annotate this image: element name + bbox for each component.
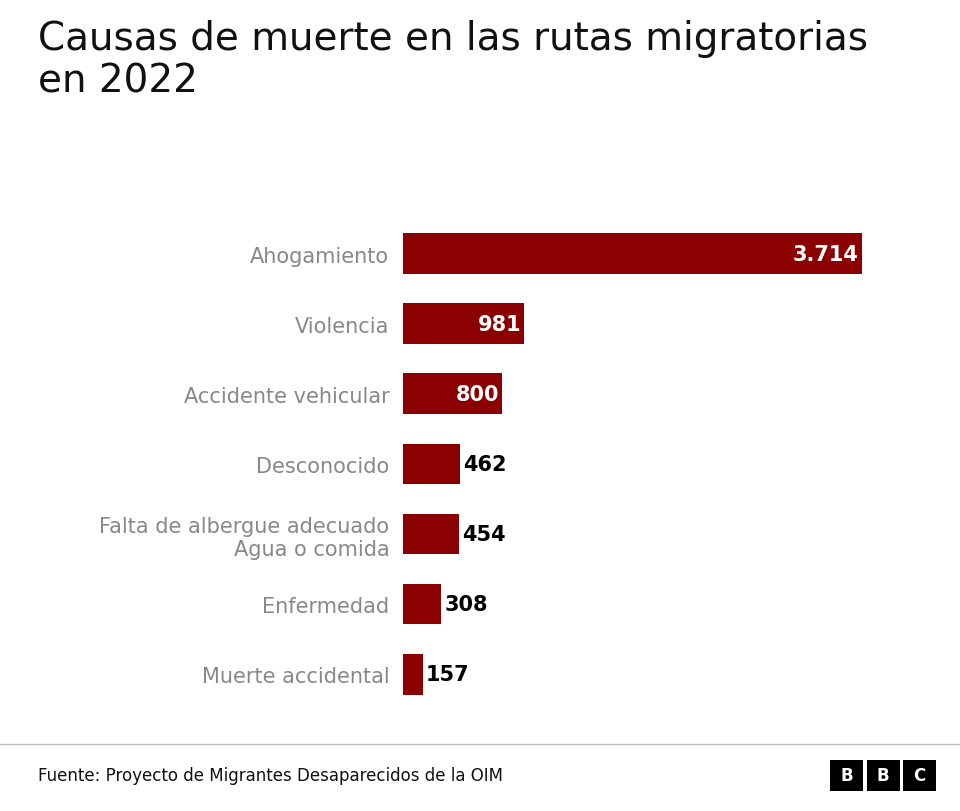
Text: 981: 981 <box>477 314 521 334</box>
Bar <box>403 234 862 274</box>
Text: 308: 308 <box>444 594 488 615</box>
Text: C: C <box>914 766 925 784</box>
Text: 157: 157 <box>425 664 469 684</box>
Bar <box>403 584 442 624</box>
Text: 454: 454 <box>463 525 506 544</box>
Text: Fuente: Proyecto de Migrantes Desaparecidos de la OIM: Fuente: Proyecto de Migrantes Desapareci… <box>38 766 503 784</box>
Bar <box>403 444 460 485</box>
Text: 462: 462 <box>464 454 507 474</box>
Text: Causas de muerte en las rutas migratorias
en 2022: Causas de muerte en las rutas migratoria… <box>38 20 869 101</box>
Text: B: B <box>840 766 853 784</box>
Bar <box>403 374 502 414</box>
Text: B: B <box>876 766 890 784</box>
Text: 800: 800 <box>455 384 499 404</box>
Bar <box>403 654 422 695</box>
Bar <box>403 304 524 345</box>
Bar <box>403 514 459 555</box>
Text: 3.714: 3.714 <box>793 244 858 264</box>
